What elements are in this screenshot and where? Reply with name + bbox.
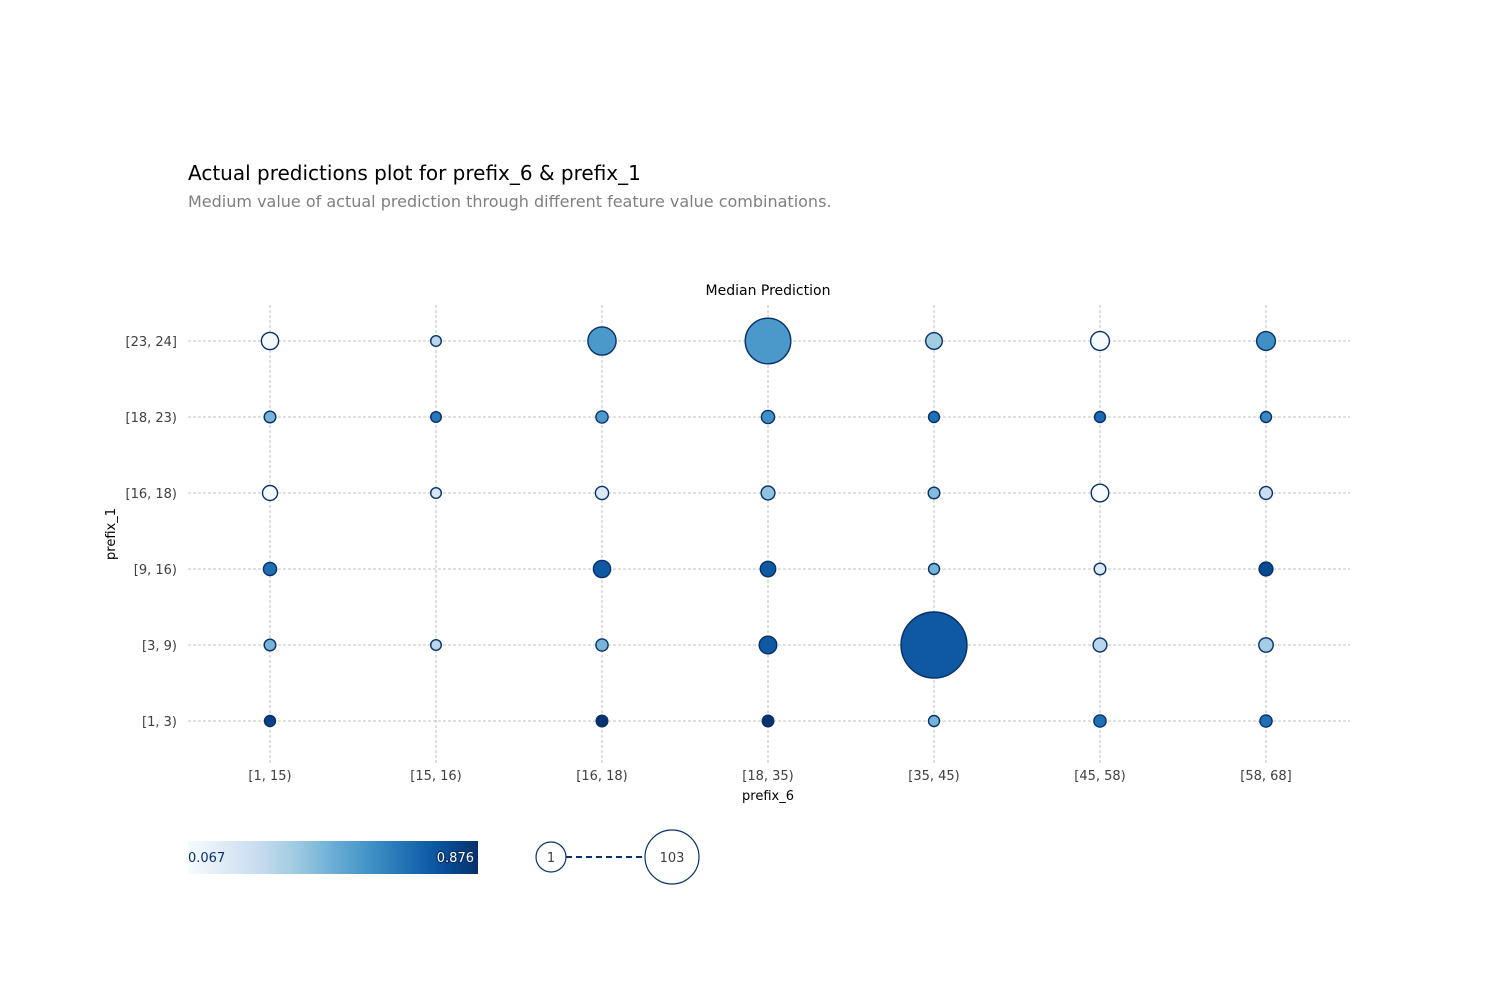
y-tick-label: [1, 3): [142, 715, 177, 730]
data-bubble: [263, 638, 277, 652]
data-bubble: [758, 635, 778, 655]
x-tick-label: [15, 16): [410, 769, 462, 784]
data-bubble: [927, 410, 941, 424]
data-bubble: [260, 331, 280, 351]
gridlines: [188, 305, 1350, 765]
data-bubble: [595, 714, 609, 728]
data-bubble: [927, 486, 941, 500]
data-bubble: [263, 410, 277, 424]
data-bubble: [594, 485, 610, 501]
data-bubble: [262, 561, 278, 577]
y-tick-label: [18, 23): [126, 411, 178, 426]
data-bubble: [1258, 637, 1274, 653]
data-bubble: [595, 410, 609, 424]
colorbar-max-label: 0.876: [437, 851, 474, 866]
data-bubble: [760, 485, 776, 501]
y-tick-label: [23, 24]: [126, 335, 178, 350]
bubbles: [260, 317, 1277, 728]
data-bubble: [1258, 561, 1274, 577]
size-legend-max-label: 103: [660, 851, 685, 866]
y-tick-label: [3, 9): [142, 639, 177, 654]
x-tick-label: [1, 15): [248, 769, 291, 784]
plot-title: Median Prediction: [706, 283, 831, 299]
data-bubble: [1093, 714, 1107, 728]
size-legend-min-circle: [535, 841, 567, 873]
data-bubble: [900, 611, 968, 679]
data-bubble: [1255, 330, 1277, 352]
data-bubble: [587, 326, 617, 356]
data-bubble: [1259, 714, 1273, 728]
data-bubble: [430, 639, 443, 652]
data-bubble: [761, 714, 775, 728]
colorbar-min-label: 0.067: [188, 851, 225, 866]
y-tick-labels: [1, 3) [3, 9) [9, 16) [16, 18) [18, 23) [23, …: [126, 335, 178, 730]
x-tick-labels: [1, 15) [15, 16) [16, 18) [18, 35) [35, 45) […: [248, 769, 1291, 784]
x-tick-label: [18, 35): [742, 769, 794, 784]
data-bubble: [261, 484, 279, 502]
data-bubble: [927, 562, 941, 576]
x-axis-label: prefix_6: [742, 789, 794, 804]
data-bubble: [592, 559, 612, 579]
size-legend-min-label: 1: [547, 851, 555, 866]
y-tick-label: [16, 18): [126, 487, 178, 502]
x-tick-label: [16, 18): [576, 769, 628, 784]
x-tick-label: [35, 45): [908, 769, 960, 784]
data-bubble: [263, 714, 277, 728]
data-bubble: [925, 332, 944, 351]
y-axis-label: prefix_1: [104, 508, 119, 560]
colorbar-legend: 0.067 0.876: [188, 841, 478, 874]
data-bubble: [1090, 483, 1110, 503]
x-tick-label: [58, 68]: [1240, 769, 1292, 784]
data-bubble: [1093, 562, 1107, 576]
data-bubble: [1258, 485, 1274, 501]
data-bubble: [1089, 330, 1111, 352]
data-bubble: [430, 335, 443, 348]
chart-title: Actual predictions plot for prefix_6 & p…: [188, 161, 641, 185]
data-bubble: [760, 409, 776, 425]
data-bubble: [744, 317, 792, 365]
chart-subtitle: Medium value of actual prediction throug…: [188, 192, 832, 211]
data-bubble: [759, 560, 777, 578]
x-tick-label: [45, 58): [1074, 769, 1126, 784]
data-bubble: [1259, 410, 1273, 424]
data-bubble: [430, 411, 443, 424]
size-legend-max-circle: [644, 829, 700, 885]
colorbar-gradient: [188, 841, 478, 874]
y-tick-label: [9, 16): [134, 563, 177, 578]
size-legend: 1 103: [535, 829, 700, 885]
data-bubble: [1092, 637, 1108, 653]
data-bubble: [1093, 410, 1107, 424]
data-bubble: [595, 638, 609, 652]
data-bubble: [430, 487, 443, 500]
data-bubble: [927, 714, 941, 728]
